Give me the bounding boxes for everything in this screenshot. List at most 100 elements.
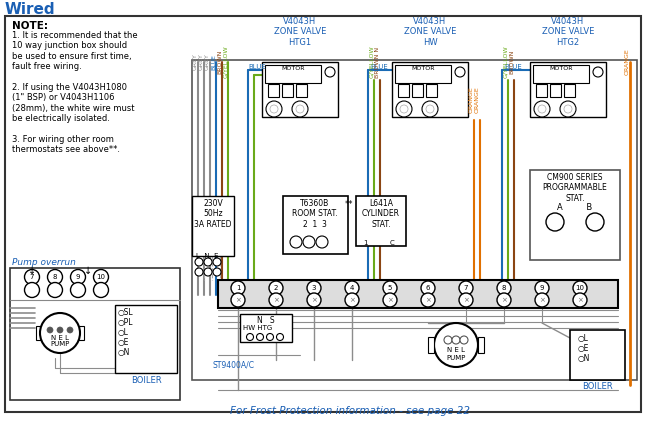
Text: BROWN N: BROWN N [375,46,380,78]
Text: ×: × [501,297,507,303]
Text: ×: × [463,297,469,303]
Text: L641A
CYLINDER
STAT.: L641A CYLINDER STAT. [362,199,400,229]
Bar [296,84,307,97]
Circle shape [25,282,39,298]
Circle shape [455,67,465,77]
Circle shape [303,236,315,248]
Circle shape [266,101,282,117]
Text: ×: × [539,297,545,303]
Circle shape [307,293,321,307]
Text: ○N: ○N [578,354,590,362]
Text: ○L: ○L [118,328,129,338]
Circle shape [71,270,85,284]
Circle shape [535,293,549,307]
Circle shape [345,293,359,307]
Circle shape [422,101,438,117]
Text: 8: 8 [53,274,57,280]
Circle shape [560,101,576,117]
Circle shape [71,282,85,298]
Text: PUMP: PUMP [50,341,70,347]
Bar [412,84,423,97]
Text: Wired: Wired [5,2,56,17]
Text: BLUE: BLUE [211,54,216,70]
Text: 5: 5 [388,285,392,291]
Text: CM900 SERIES
PROGRAMMABLE
STAT.: CM900 SERIES PROGRAMMABLE STAT. [543,173,608,203]
Text: PUMP: PUMP [446,355,466,361]
Text: 9: 9 [540,285,544,291]
Circle shape [47,282,63,298]
Text: ×: × [235,297,241,303]
Bar [192,196,234,256]
Circle shape [497,293,511,307]
Text: BOILER: BOILER [131,376,161,385]
Text: ×: × [425,297,431,303]
Bar [283,196,348,254]
Bar [262,62,338,117]
Text: V4043H
ZONE VALVE
HTG1: V4043H ZONE VALVE HTG1 [274,17,326,47]
Text: 230V
50Hz
3A RATED: 230V 50Hz 3A RATED [194,199,232,229]
Bar [530,62,606,117]
Text: ST9400A/C: ST9400A/C [212,360,254,369]
Text: V4043H
ZONE VALVE
HTG2: V4043H ZONE VALVE HTG2 [542,17,594,47]
Circle shape [307,281,321,295]
Circle shape [564,105,572,113]
Text: C: C [389,240,395,246]
Text: G/YELLOW: G/YELLOW [369,46,374,78]
Circle shape [460,336,468,344]
Circle shape [426,105,434,113]
Text: N   S: N S [258,316,275,325]
Circle shape [47,270,63,284]
Text: ○N: ○N [118,349,131,357]
Text: ORANGE: ORANGE [469,87,474,114]
Text: N E L: N E L [51,335,69,341]
Circle shape [204,268,212,276]
Circle shape [40,313,80,353]
Circle shape [213,258,221,266]
Text: ×: × [387,297,393,303]
Text: 4: 4 [350,285,354,291]
Bar [398,84,409,97]
Bar [395,65,451,83]
Bar [218,280,618,308]
Circle shape [593,67,603,77]
Bar [478,337,484,353]
Text: ○PL: ○PL [118,319,133,327]
Text: ↓: ↓ [84,266,92,276]
Circle shape [459,281,473,295]
Bar [192,60,637,380]
Circle shape [452,336,460,344]
Bar [115,305,177,373]
Circle shape [290,236,302,248]
Circle shape [383,293,397,307]
Text: **: ** [345,200,353,209]
Circle shape [383,281,397,295]
Circle shape [421,281,435,295]
Circle shape [421,293,435,307]
Text: T6360B
ROOM STAT.
2  1  3: T6360B ROOM STAT. 2 1 3 [292,199,338,229]
Bar [282,84,293,97]
Text: ORANGE: ORANGE [625,49,630,76]
Text: 7: 7 [30,274,34,280]
Text: BROWN: BROWN [217,50,222,74]
Circle shape [538,105,546,113]
Text: GREY: GREY [193,54,198,70]
Bar [268,84,279,97]
Text: G/YELLOW: G/YELLOW [503,46,508,78]
Circle shape [345,281,359,295]
Bar [36,326,44,340]
Text: HW HTG: HW HTG [243,325,272,331]
Text: ○E: ○E [578,344,589,352]
Circle shape [459,293,473,307]
Circle shape [586,213,604,231]
Text: BROWN: BROWN [509,50,514,74]
Bar [392,62,468,117]
Text: For Frost Protection information - see page 22: For Frost Protection information - see p… [230,406,470,416]
Circle shape [292,101,308,117]
Circle shape [276,333,283,341]
Text: MOTOR: MOTOR [281,66,305,71]
Text: ○SL: ○SL [118,308,134,317]
Circle shape [434,323,478,367]
Bar [536,84,547,97]
Circle shape [247,333,254,341]
Circle shape [213,268,221,276]
